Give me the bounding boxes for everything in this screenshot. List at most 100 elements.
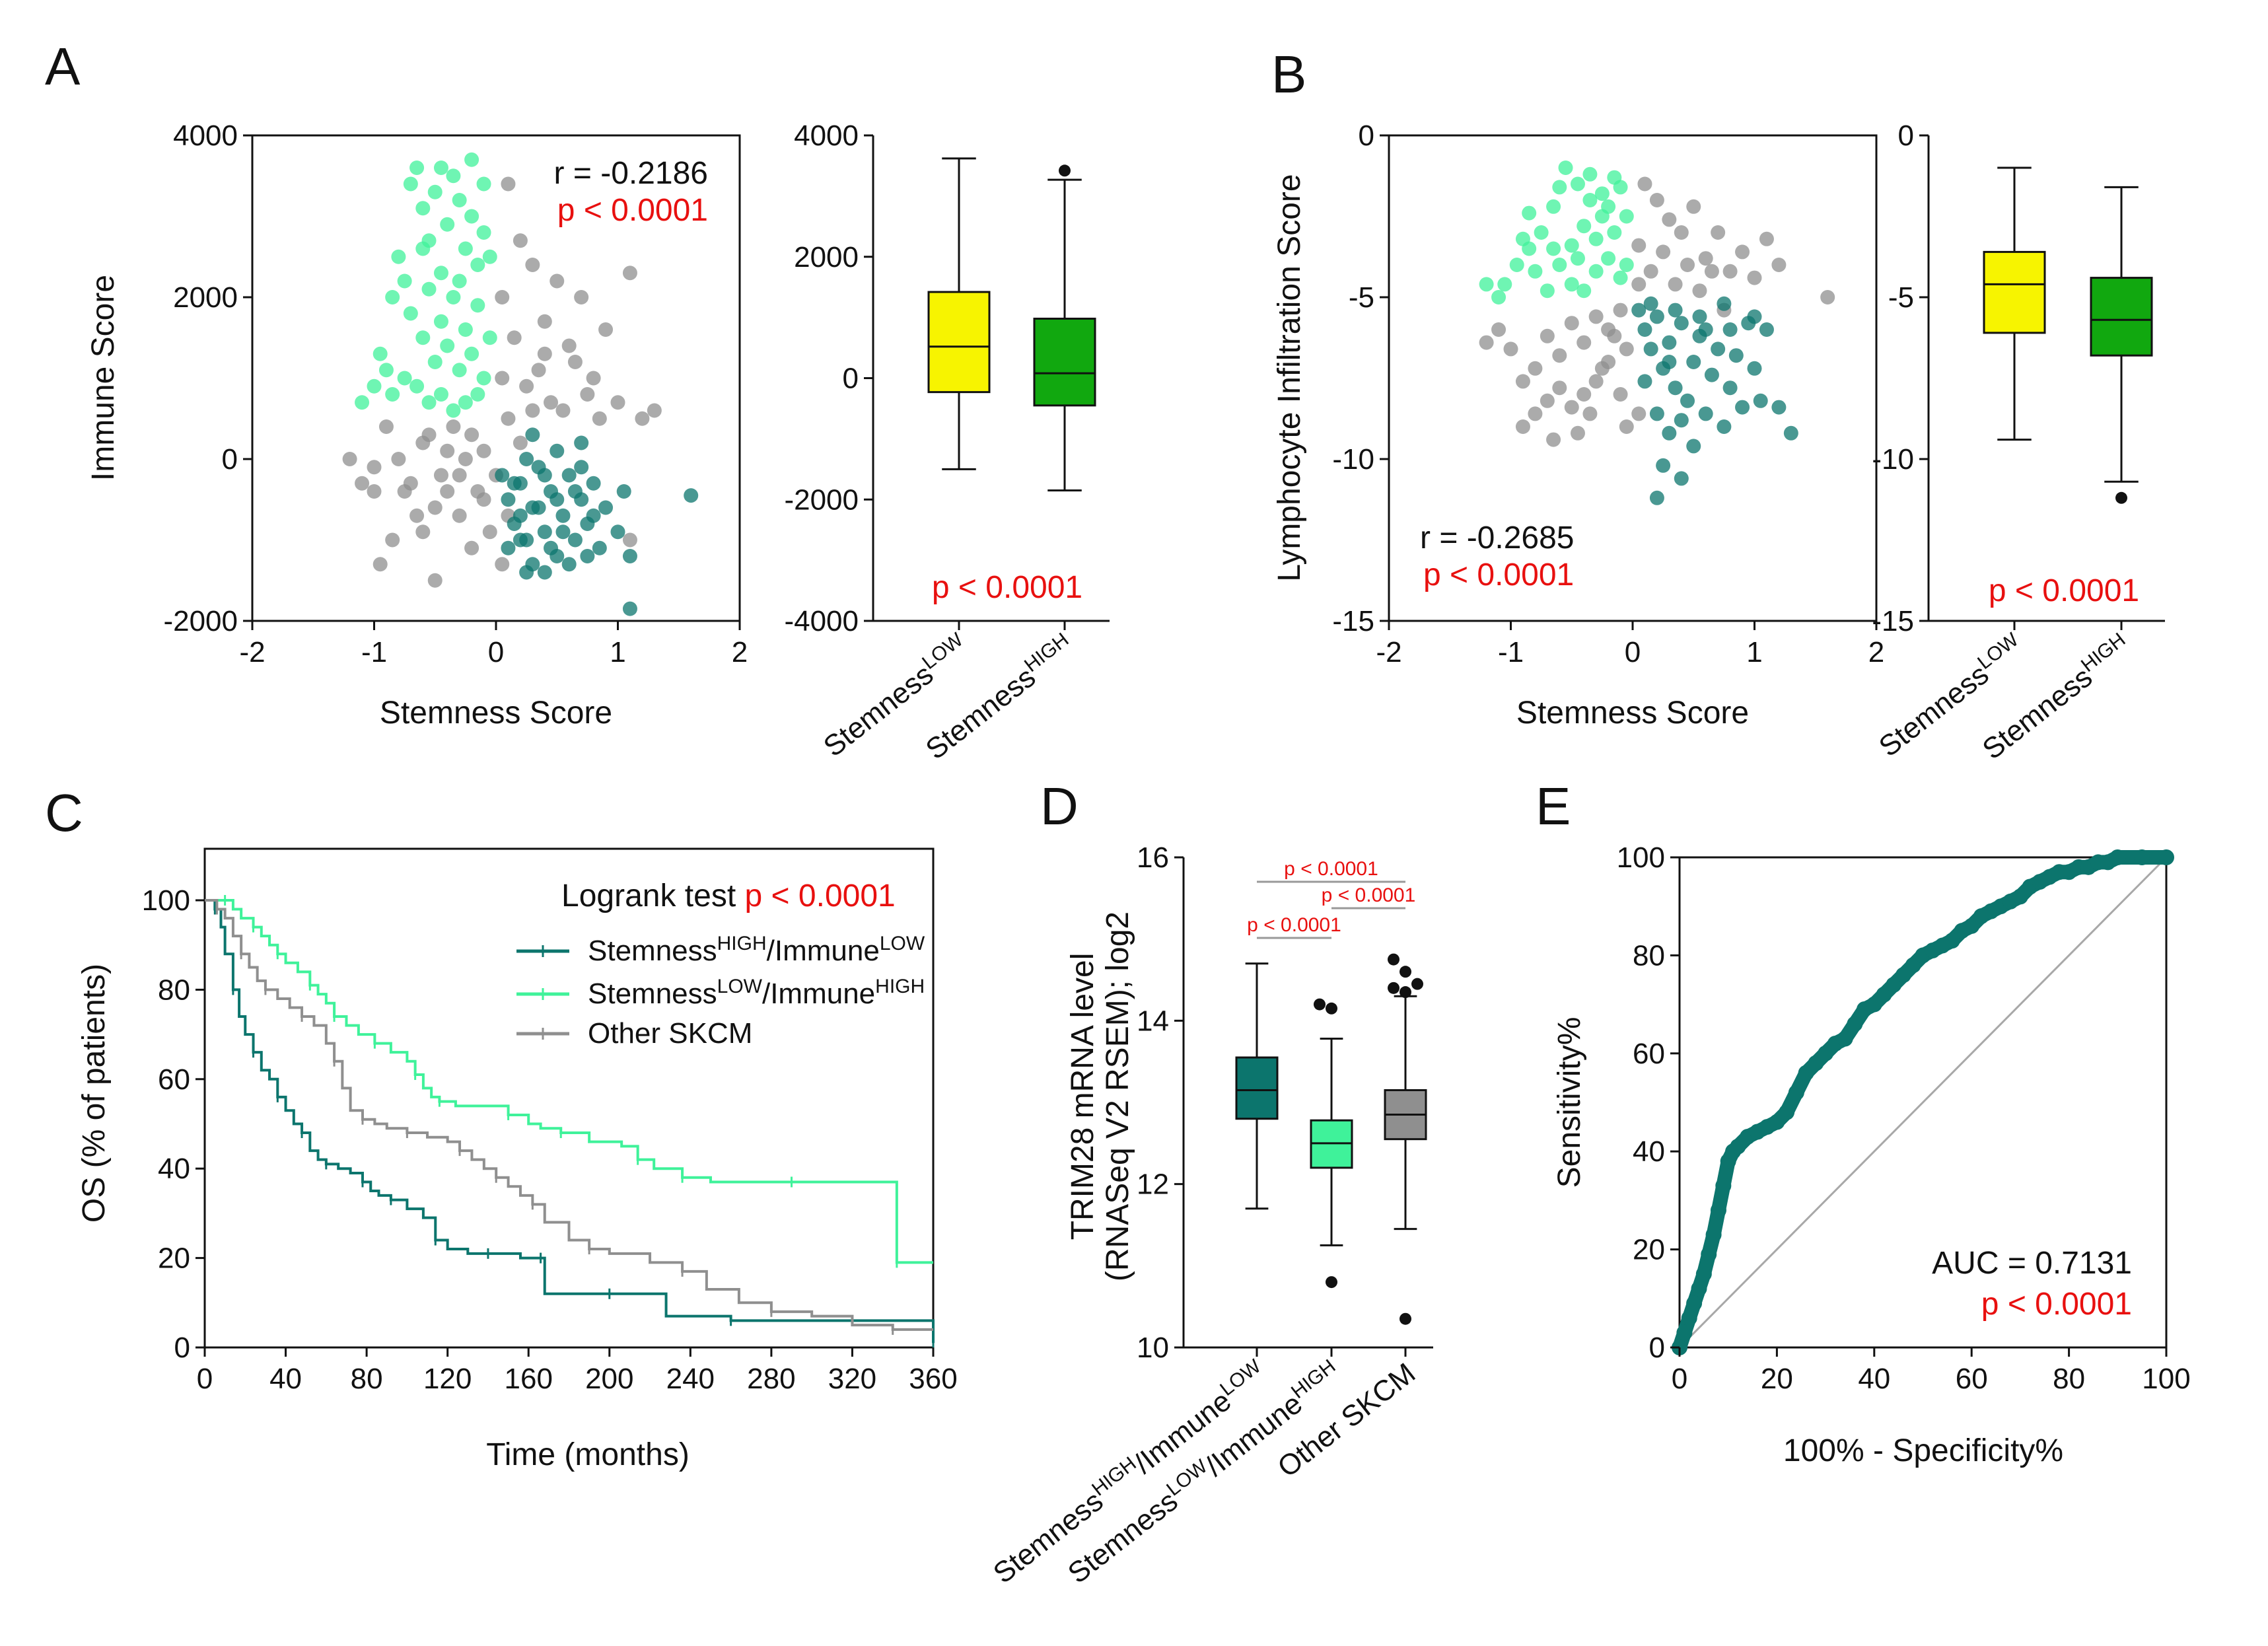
y-tick-label: 100 xyxy=(142,884,190,917)
data-point-teal xyxy=(1722,322,1738,337)
data-point-mint xyxy=(1619,209,1634,224)
data-point-mint xyxy=(1601,251,1616,266)
data-point-mint xyxy=(397,371,412,386)
data-point-teal xyxy=(1662,425,1677,441)
data-point-gray xyxy=(501,176,516,192)
x-tick-label: 40 xyxy=(269,1363,302,1395)
data-point-mint xyxy=(397,273,412,289)
data-point-gray xyxy=(1552,348,1567,363)
data-point-teal xyxy=(574,435,589,450)
data-point-mint xyxy=(1534,225,1549,240)
roc-point xyxy=(1681,1310,1697,1326)
data-point-gray xyxy=(1692,283,1707,299)
comparison-p-value: p < 0.0001 xyxy=(1322,884,1416,906)
data-point-gray xyxy=(1619,419,1634,434)
data-point-teal xyxy=(1643,296,1658,311)
data-point-gray xyxy=(1649,193,1664,207)
data-point-mint xyxy=(409,378,425,394)
data-point-mint xyxy=(409,161,425,175)
data-point-teal xyxy=(580,549,595,563)
legend: StemnessHIGH/ImmuneLOW StemnessLOW/Immune… xyxy=(516,933,925,1050)
legend-entry: Other SKCM xyxy=(588,1017,752,1050)
data-point-mint xyxy=(1564,277,1579,292)
y-tick-label: -5 xyxy=(1888,281,1914,314)
roc-point xyxy=(1905,957,1921,974)
data-point-gray xyxy=(549,273,565,289)
panel-label-e: E xyxy=(1536,777,1571,836)
panel-b-scatter: -15-10-50-2 -1 0 1 2 Stemness Score Lymphocy… xyxy=(1272,120,1884,731)
data-point-gray xyxy=(537,346,552,361)
data-point-teal xyxy=(1771,400,1787,415)
r-value: r = -0.2685 xyxy=(1420,520,1574,555)
data-point-mint xyxy=(440,217,455,232)
data-point-teal xyxy=(1674,471,1689,486)
data-point-gray xyxy=(507,330,522,345)
data-point-mint xyxy=(415,201,431,216)
data-point-teal xyxy=(555,508,571,523)
data-point-teal xyxy=(1668,303,1683,318)
data-point-mint xyxy=(1577,219,1592,234)
y-tick-label: 0 xyxy=(222,443,238,476)
data-point-gray xyxy=(433,468,448,483)
data-point-mint xyxy=(446,403,461,418)
data-point-mint xyxy=(1564,238,1579,253)
panel-a-scatter: -2000 0 2000 4000 -2 -1 0 1 2 Stemness Score Imm… xyxy=(86,120,748,731)
data-point-mint xyxy=(1546,199,1561,214)
data-point-gray xyxy=(1540,393,1555,408)
data-point-gray xyxy=(415,524,431,540)
data-point-teal xyxy=(684,488,699,503)
x-tick-label: -1 xyxy=(361,636,387,668)
data-point-mint xyxy=(433,161,448,175)
data-point-gray xyxy=(1607,328,1622,343)
data-point-teal xyxy=(519,452,534,466)
y-axis-label-line1: TRIM28 mRNA level xyxy=(1065,953,1100,1240)
x-tick-label: 80 xyxy=(351,1363,383,1395)
y-tick-label: 14 xyxy=(1137,1005,1169,1037)
data-point-mint xyxy=(427,184,443,199)
roc-point xyxy=(1691,1280,1707,1297)
data-point-gray xyxy=(513,435,528,450)
data-point-gray xyxy=(1577,335,1592,350)
x-tick-label: 2 xyxy=(1868,636,1884,668)
data-point-gray xyxy=(1820,290,1835,304)
data-point-gray xyxy=(1747,270,1762,285)
y-tick-label: 80 xyxy=(158,974,190,1006)
roc-point xyxy=(1701,1246,1717,1263)
data-point-gray xyxy=(427,573,443,588)
x-tick-label: 1 xyxy=(610,636,625,668)
data-point-teal xyxy=(1722,380,1738,396)
panel-d-boxplot: 10121416StemnessHIGH/ImmuneLOWStemnessLO… xyxy=(987,841,1433,1590)
data-point-gray xyxy=(1619,341,1634,357)
data-point-gray xyxy=(440,443,455,458)
data-point-teal xyxy=(610,524,625,540)
data-point-gray xyxy=(495,557,510,572)
data-point-mint xyxy=(367,378,382,394)
data-point-gray xyxy=(1515,374,1530,389)
y-tick-label: 60 xyxy=(158,1063,190,1096)
data-point-teal xyxy=(1674,413,1689,428)
data-point-teal xyxy=(1759,322,1774,337)
y-axis-label: Immune Score xyxy=(86,275,121,481)
data-point-gray xyxy=(1588,374,1604,389)
data-point-teal xyxy=(1704,367,1719,382)
data-point-teal xyxy=(1717,419,1732,434)
reference-diagonal xyxy=(1678,856,2168,1349)
data-point-mint xyxy=(464,346,479,361)
data-point-gray xyxy=(409,508,425,523)
x-tick-label: -2 xyxy=(239,636,265,668)
roc-point xyxy=(1769,1114,1785,1130)
data-point-teal xyxy=(513,532,528,548)
data-point-gray xyxy=(1704,264,1719,279)
data-point-teal xyxy=(501,540,516,555)
data-point-gray xyxy=(1668,277,1683,292)
data-point-teal xyxy=(1637,322,1652,337)
roc-point xyxy=(1886,976,1902,993)
auc-value: AUC = 0.7131 xyxy=(1932,1246,2132,1281)
data-point-mint xyxy=(1570,251,1585,266)
data-point-mint xyxy=(355,395,370,410)
data-point-mint xyxy=(415,330,431,345)
data-point-teal xyxy=(616,484,631,499)
box xyxy=(1033,317,1096,407)
roc-point xyxy=(1715,1178,1732,1194)
data-point-gray xyxy=(598,322,614,337)
